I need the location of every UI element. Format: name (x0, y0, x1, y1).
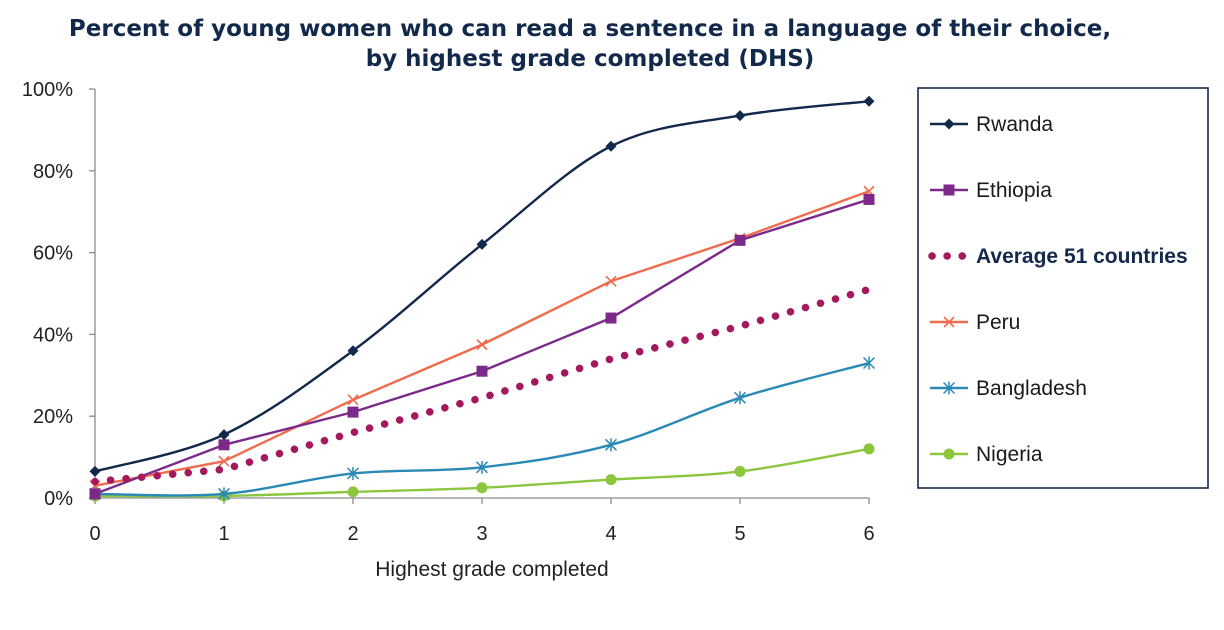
data-point-peru (605, 275, 617, 287)
legend: Rwanda Ethiopia Average 51 countries Peru Ba… (917, 87, 1209, 489)
y-tick-label: 100% (22, 79, 73, 101)
data-point-ethiopia (218, 439, 230, 451)
legend-marker-nigeria (943, 448, 955, 460)
data-point-rwanda (863, 95, 875, 107)
data-point-bangladesh (862, 356, 876, 370)
legend-marker-ethiopia (943, 184, 955, 196)
x-tick-label: 3 (476, 523, 487, 545)
x-tick-label: 4 (605, 523, 616, 545)
y-tick-label: 40% (33, 324, 73, 346)
data-point-rwanda (605, 140, 617, 152)
series-average-51-countries (91, 285, 873, 486)
series-bangladesh (88, 356, 876, 501)
legend-item-ethiopia: Ethiopia (930, 179, 1052, 202)
legend-marker-rwanda (943, 118, 955, 130)
series-line-bangladesh (93, 361, 871, 497)
data-point-ethiopia (347, 406, 359, 418)
legend-item-bangladesh: Bangladesh (930, 377, 1087, 400)
series-peru (89, 185, 875, 492)
data-point-bangladesh (604, 438, 618, 452)
data-point-rwanda (218, 429, 230, 441)
x-tick-label: 2 (347, 523, 358, 545)
data-point-peru (347, 394, 359, 406)
x-axis-title: Highest grade completed (375, 558, 608, 581)
data-point-peru (476, 339, 488, 351)
x-tick-label: 0 (89, 523, 100, 545)
y-tick-label: 20% (33, 406, 73, 428)
legend-label-ethiopia: Ethiopia (976, 179, 1052, 202)
data-point-nigeria (605, 474, 617, 486)
legend-label-peru: Peru (976, 311, 1020, 334)
data-point-ethiopia (89, 488, 101, 500)
legend-item-nigeria: Nigeria (930, 443, 1043, 466)
y-tick-label: 60% (33, 243, 73, 265)
data-point-bangladesh (475, 460, 489, 474)
chart-title: Percent of young women who can read a se… (60, 14, 1120, 74)
axes: 0% 20% 40% 60% 80% 100% 0 1 2 3 4 5 6 Highest grade c… (22, 79, 875, 581)
data-point-rwanda (476, 238, 488, 250)
data-point-bangladesh (733, 391, 747, 405)
legend-label-rwanda: Rwanda (976, 113, 1053, 136)
series-line-average-51-countries (91, 285, 873, 486)
data-point-bangladesh (217, 487, 231, 501)
y-tick-label: 80% (33, 161, 73, 183)
chart-title-line-2: by highest grade completed (DHS) (365, 46, 815, 72)
data-point-rwanda (734, 110, 746, 122)
legend-item-average-51-countries: Average 51 countries (928, 245, 1188, 268)
series-lines (88, 95, 876, 502)
data-point-nigeria (476, 482, 488, 494)
data-point-ethiopia (863, 193, 875, 205)
x-tick-label: 5 (734, 523, 745, 545)
data-point-bangladesh (346, 466, 360, 480)
data-point-ethiopia (605, 312, 617, 324)
data-point-nigeria (734, 465, 746, 477)
legend-marker-bangladesh (942, 381, 956, 395)
legend-label-nigeria: Nigeria (976, 443, 1043, 466)
legend-marker-peru (943, 316, 955, 328)
data-point-rwanda (347, 345, 359, 357)
legend-label-bangladesh: Bangladesh (976, 377, 1087, 400)
series-line-rwanda (93, 100, 871, 473)
data-point-rwanda (89, 465, 101, 477)
chart-title-line-1: Percent of young women who can read a se… (68, 16, 1112, 42)
series-rwanda (89, 95, 875, 477)
legend-box (917, 87, 1209, 489)
series-ethiopia (89, 193, 875, 500)
legend-item-rwanda: Rwanda (930, 113, 1053, 136)
data-point-nigeria (863, 443, 875, 455)
data-point-ethiopia (476, 365, 488, 377)
x-tick-label: 1 (218, 523, 229, 545)
data-point-peru (218, 455, 230, 467)
data-point-ethiopia (734, 234, 746, 246)
legend-item-peru: Peru (930, 311, 1020, 334)
y-tick-label: 0% (44, 488, 73, 510)
data-point-nigeria (347, 486, 359, 498)
legend-label-average-51-countries: Average 51 countries (976, 245, 1188, 268)
x-tick-label: 6 (863, 523, 874, 545)
